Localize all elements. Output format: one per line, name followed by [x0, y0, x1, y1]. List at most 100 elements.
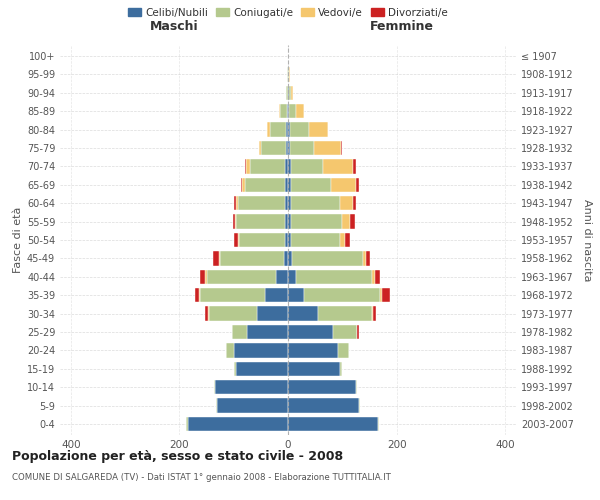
Bar — [288, 343, 338, 357]
Bar — [304, 288, 380, 302]
Bar — [288, 214, 291, 229]
Bar — [285, 214, 288, 229]
Bar — [288, 196, 291, 210]
Bar — [286, 86, 288, 100]
Bar — [296, 104, 304, 118]
Bar — [288, 288, 304, 302]
Bar — [285, 196, 288, 210]
Bar — [289, 104, 296, 118]
Bar — [265, 288, 288, 302]
Y-axis label: Fasce di età: Fasce di età — [13, 207, 23, 273]
Bar — [288, 380, 356, 394]
Bar — [226, 343, 234, 357]
Bar — [239, 233, 285, 247]
Bar — [194, 288, 199, 302]
Bar — [217, 398, 288, 412]
Bar — [288, 122, 290, 137]
Bar — [288, 325, 332, 339]
Bar — [296, 270, 372, 284]
Bar — [234, 343, 288, 357]
Bar — [236, 362, 288, 376]
Bar — [291, 86, 293, 100]
Bar — [236, 196, 238, 210]
Bar — [373, 306, 376, 321]
Bar — [290, 141, 314, 155]
Bar — [205, 306, 208, 321]
Bar — [363, 251, 365, 266]
Bar — [241, 178, 242, 192]
Bar — [270, 122, 286, 137]
Bar — [338, 343, 349, 357]
Bar — [356, 380, 357, 394]
Bar — [372, 270, 375, 284]
Bar — [259, 141, 262, 155]
Bar — [291, 159, 323, 174]
Bar — [340, 362, 342, 376]
Bar — [289, 86, 291, 100]
Text: Maschi: Maschi — [149, 20, 199, 34]
Bar — [288, 306, 318, 321]
Bar — [375, 270, 380, 284]
Bar — [288, 104, 289, 118]
Bar — [345, 233, 350, 247]
Bar — [291, 178, 331, 192]
Bar — [291, 214, 342, 229]
Text: Femmine: Femmine — [370, 20, 434, 34]
Bar — [353, 159, 356, 174]
Bar — [233, 214, 235, 229]
Bar — [356, 178, 359, 192]
Bar — [288, 178, 291, 192]
Bar — [284, 251, 288, 266]
Bar — [288, 233, 291, 247]
Legend: Celibi/Nubili, Coniugati/e, Vedovi/e, Divorziati/e: Celibi/Nubili, Coniugati/e, Vedovi/e, Di… — [124, 4, 452, 22]
Bar — [218, 251, 220, 266]
Bar — [353, 196, 356, 210]
Bar — [288, 159, 291, 174]
Bar — [288, 141, 290, 155]
Bar — [380, 288, 382, 302]
Bar — [268, 122, 270, 137]
Bar — [205, 270, 206, 284]
Bar — [382, 288, 390, 302]
Bar — [358, 325, 359, 339]
Bar — [213, 251, 218, 266]
Bar — [200, 270, 205, 284]
Bar — [250, 159, 285, 174]
Bar — [285, 178, 288, 192]
Bar — [288, 417, 377, 431]
Bar — [245, 178, 285, 192]
Bar — [280, 104, 287, 118]
Bar — [331, 178, 356, 192]
Bar — [262, 141, 286, 155]
Bar — [234, 233, 238, 247]
Bar — [234, 196, 236, 210]
Bar — [323, 159, 353, 174]
Bar — [332, 325, 357, 339]
Bar — [206, 270, 276, 284]
Bar — [215, 380, 288, 394]
Bar — [372, 306, 373, 321]
Bar — [365, 251, 370, 266]
Bar — [276, 270, 288, 284]
Bar — [286, 141, 288, 155]
Bar — [187, 417, 188, 431]
Bar — [200, 288, 265, 302]
Bar — [188, 417, 288, 431]
Bar — [220, 251, 284, 266]
Bar — [308, 122, 328, 137]
Bar — [290, 122, 308, 137]
Bar — [242, 178, 245, 192]
Bar — [234, 362, 236, 376]
Bar — [214, 380, 215, 394]
Bar — [287, 104, 288, 118]
Bar — [245, 159, 250, 174]
Bar — [286, 122, 288, 137]
Bar — [291, 233, 340, 247]
Bar — [340, 196, 353, 210]
Bar — [232, 325, 247, 339]
Bar — [288, 398, 359, 412]
Text: Popolazione per età, sesso e stato civile - 2008: Popolazione per età, sesso e stato civil… — [12, 450, 343, 463]
Bar — [318, 306, 372, 321]
Bar — [341, 141, 342, 155]
Bar — [350, 214, 355, 229]
